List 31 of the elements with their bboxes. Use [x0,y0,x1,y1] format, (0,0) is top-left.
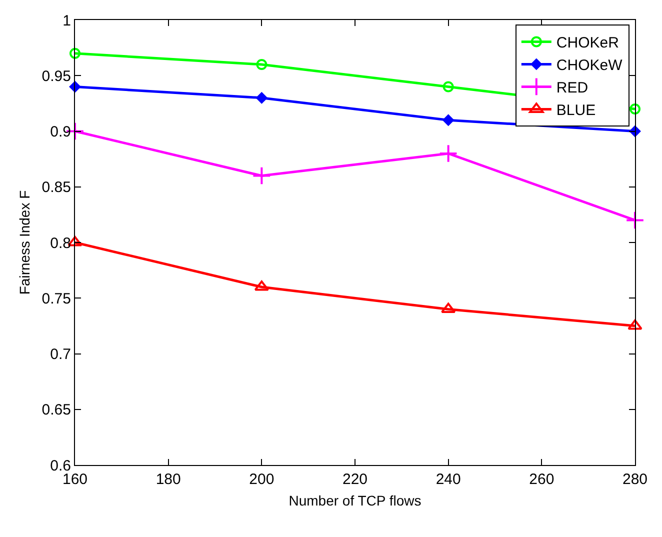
y-tick-label: 0.85 [42,179,71,196]
x-tick-label: 180 [156,471,181,488]
y-axis-title: Fairness Index F [16,190,32,295]
y-tick-label: 0.95 [42,68,71,85]
x-tick-label: 280 [622,471,648,488]
x-tick-label: 220 [342,471,368,488]
point [442,114,454,126]
y-tick-label: 0.8 [50,234,71,252]
point [70,48,80,59]
x-tick-label: 200 [249,471,274,488]
point [256,59,268,70]
y-tick-label: 0.75 [42,290,71,308]
point [442,81,454,92]
point [252,166,272,186]
y-tick-label: 0.9 [50,124,71,140]
point [256,92,268,104]
x-tick-label: 240 [436,471,461,488]
x-axis-title: Number of TCP flows [288,492,422,508]
x-tick-label: 260 [529,471,554,488]
point [626,210,644,230]
point [438,144,458,163]
point [628,319,642,330]
legend-label: CHOKeW [556,57,624,74]
legend-label: BLUE [556,102,596,120]
legend-label: CHOKeR [556,34,620,52]
y-tick-label: 0.65 [42,402,71,419]
legend-label: RED [556,80,588,97]
y-tick-label: 1 [62,12,71,30]
y-tick-label: 0.7 [50,346,71,363]
point [69,81,81,92]
point [630,104,640,114]
